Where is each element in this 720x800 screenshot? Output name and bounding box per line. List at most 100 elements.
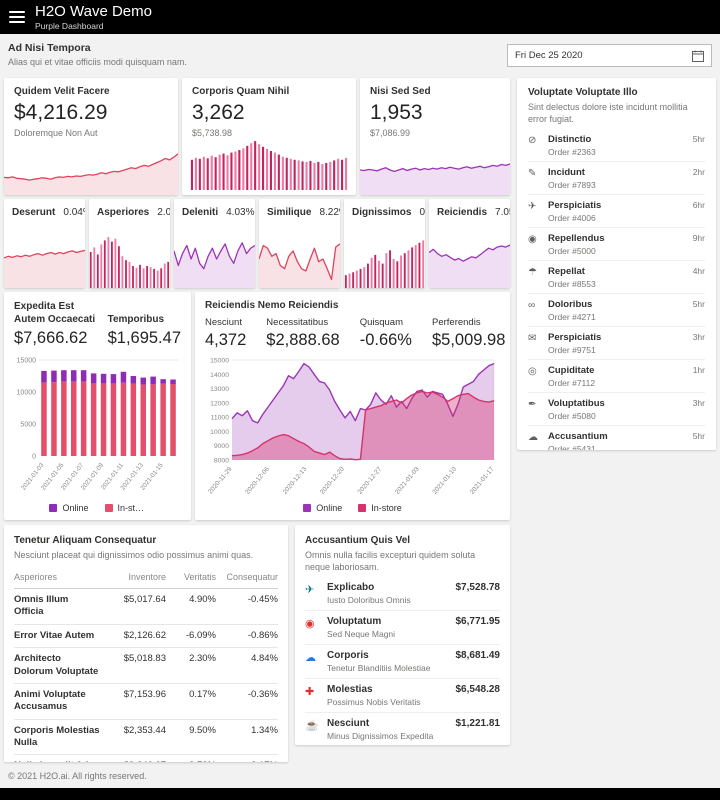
- order-list-item[interactable]: ∞ Doloribus Order #4271 5hr: [528, 294, 705, 328]
- orders-subtitle: Sint delectus dolore iste incidunt molli…: [528, 102, 688, 125]
- stat-value: $5,009.98: [431, 331, 506, 349]
- row-name: Animi Voluptate Accusamus: [14, 688, 86, 713]
- order-list-item[interactable]: ◉ Repellendus Order #5000 9hr: [528, 228, 705, 262]
- stat-aux-value: Doloremque Non Aut: [14, 128, 98, 138]
- sales-item-value: $8,681.49: [455, 650, 501, 662]
- row-consequatur: -0.36%: [247, 688, 278, 700]
- mini-stat-card: Dignissimos 0.22%: [344, 199, 425, 288]
- circle-icon: ◎: [528, 366, 537, 378]
- reiciendis-card: Reiciendis Nemo Reiciendis Nesciunt 4,37…: [195, 292, 510, 520]
- table-subtitle: Nesciunt placeat qui dignissimos odio po…: [14, 550, 254, 560]
- sales-item-name: Nesciunt: [327, 718, 370, 730]
- order-time: 5hr: [692, 299, 705, 310]
- legend-label-instore: In-store: [117, 503, 146, 513]
- section-header: Ad Nisi Tempora Alias qui et vitae offic…: [8, 42, 187, 67]
- card-title: Reiciendis Nemo Reiciendis: [205, 300, 339, 311]
- svg-text:8000: 8000: [214, 458, 229, 465]
- row-name: Corporis Molestias Nulla: [14, 724, 100, 748]
- mini-stat-card: Asperiores 2.03%: [89, 199, 170, 288]
- table-row: Omnis Illum Officia $5,017.64 4.90% -0.4…: [14, 589, 278, 625]
- legend-swatch-instore: [358, 504, 367, 512]
- table-row: Architecto Dolorum Voluptate $5,018.83 2…: [14, 648, 278, 684]
- mini-title: Deleniti: [182, 207, 219, 218]
- row-consequatur: 1.34%: [251, 724, 278, 736]
- order-caption: Order #4006: [548, 213, 596, 224]
- mini-title: Asperiores: [97, 207, 150, 218]
- order-time: 4hr: [692, 266, 705, 277]
- order-name: Incidunt: [548, 167, 585, 179]
- svg-text:2021-01-17: 2021-01-17: [469, 465, 496, 495]
- svg-text:14000: 14000: [210, 372, 229, 379]
- order-caption: Order #5431: [548, 444, 596, 450]
- stat-value: $4,216.29: [14, 101, 108, 124]
- pencil-icon: ✎: [528, 168, 537, 180]
- row-veritatis: -6.09%: [185, 629, 216, 641]
- row-name: Omnis Illum Officia: [14, 594, 69, 618]
- svg-text:2020-12-20: 2020-12-20: [319, 465, 346, 495]
- sparkline-chart: [4, 153, 178, 195]
- order-list-item[interactable]: ◎ Cupiditate Order #7112 1hr: [528, 360, 705, 394]
- legend-label-online: Online: [62, 503, 89, 513]
- mini-cards-row: Deserunt 0.04% Asperiores 2.03% Deleniti…: [4, 199, 510, 288]
- row-inventore: $2,126.62: [123, 629, 166, 641]
- mini-title: Dignissimos: [352, 207, 412, 218]
- order-list-item[interactable]: ✒ Voluptatibus Order #5080 3hr: [528, 393, 705, 427]
- order-list-item[interactable]: ✉ Perspiciatis Order #9751 3hr: [528, 327, 705, 361]
- stat-value: $2,888.68: [266, 331, 340, 349]
- order-name: Doloribus: [548, 299, 593, 311]
- order-list-item[interactable]: ☁ Accusantium Order #5431 5hr: [528, 426, 705, 450]
- page-subtitle: Alias qui et vitae officiis modi quisqua…: [8, 57, 187, 67]
- order-name: Repellendus: [548, 233, 605, 245]
- row-veritatis: 2.30%: [189, 653, 216, 665]
- legend-label-online: Online: [316, 503, 343, 513]
- table-row: Nulla Impedit Ad $9,346.67 -2.73% 3.17%: [14, 755, 278, 762]
- menu-icon[interactable]: [9, 11, 25, 23]
- sales-item-name: Corporis: [327, 650, 369, 662]
- order-name: Accusantium: [548, 431, 608, 443]
- stat-value: $7,666.62: [14, 329, 88, 347]
- svg-text:9000: 9000: [214, 443, 229, 450]
- order-time: 2hr: [692, 167, 705, 178]
- record-icon: ◉: [305, 618, 315, 631]
- table-row: Corporis Molestias Nulla $2,353.44 9.50%…: [14, 720, 278, 756]
- order-caption: Order #5000: [548, 246, 596, 257]
- chart-legend: Online In-store: [195, 503, 510, 513]
- mini-stat-card: Similique 8.22%: [259, 199, 340, 288]
- dual-area-chart: 8000 9000 10000 11000 12000 13000 14000 15000 20…: [207, 358, 496, 496]
- mini-title: Reiciendis: [437, 207, 488, 218]
- orders-title: Voluptate Voluptate Illo: [528, 87, 638, 98]
- pen-icon: ✒: [528, 399, 537, 411]
- svg-text:2020-12-27: 2020-12-27: [357, 465, 384, 495]
- order-caption: Order #8553: [548, 279, 596, 290]
- date-picker[interactable]: Fri Dec 25 2020: [507, 44, 712, 67]
- sales-item-value: $6,548.28: [455, 684, 501, 696]
- sparkbar-chart: [190, 141, 348, 190]
- order-time: 5hr: [692, 431, 705, 442]
- order-list-item[interactable]: ✈ Perspiciatis Order #4006 6hr: [528, 195, 705, 229]
- mini-value: 8.22%: [319, 207, 340, 218]
- order-list-item[interactable]: ☂ Repellat Order #8553 4hr: [528, 261, 705, 295]
- order-list-item[interactable]: ⊘ Distinctio Order #2363 5hr: [528, 129, 705, 163]
- order-time: 6hr: [692, 200, 705, 211]
- svg-text:13000: 13000: [210, 386, 229, 393]
- sparkline-chart: [360, 163, 510, 195]
- column-header: Veritatis: [183, 572, 216, 583]
- row-consequatur: 3.17%: [216, 760, 278, 762]
- sales-item-value: $1,221.81: [455, 718, 501, 730]
- row-name: Error Vitae Autem: [14, 629, 95, 641]
- order-name: Distinctio: [548, 134, 592, 146]
- sales-list-item: ✚ Molestias Possimus Nobis Veritatis $6,…: [305, 679, 501, 714]
- stat-value: 3,262: [192, 101, 245, 124]
- order-caption: Order #5080: [548, 411, 596, 422]
- table-title: Tenetur Aliquam Consequatur: [14, 535, 157, 546]
- svg-text:2020-12-06: 2020-12-06: [244, 465, 271, 495]
- order-caption: Order #4271: [548, 312, 596, 323]
- mini-stat-card: Deserunt 0.04%: [4, 199, 85, 288]
- order-list-item[interactable]: ✎ Incidunt Order #7893 2hr: [528, 162, 705, 196]
- table-body: Omnis Illum Officia $5,017.64 4.90% -0.4…: [14, 589, 278, 762]
- order-name: Voluptatibus: [548, 398, 605, 410]
- sales-list-item: ✈ Explicabo Iusto Doloribus Omnis $7,528…: [305, 577, 500, 612]
- order-caption: Order #2363: [548, 147, 596, 158]
- row-consequatur: -0.45%: [247, 594, 278, 606]
- mini-spark-chart: [259, 243, 340, 288]
